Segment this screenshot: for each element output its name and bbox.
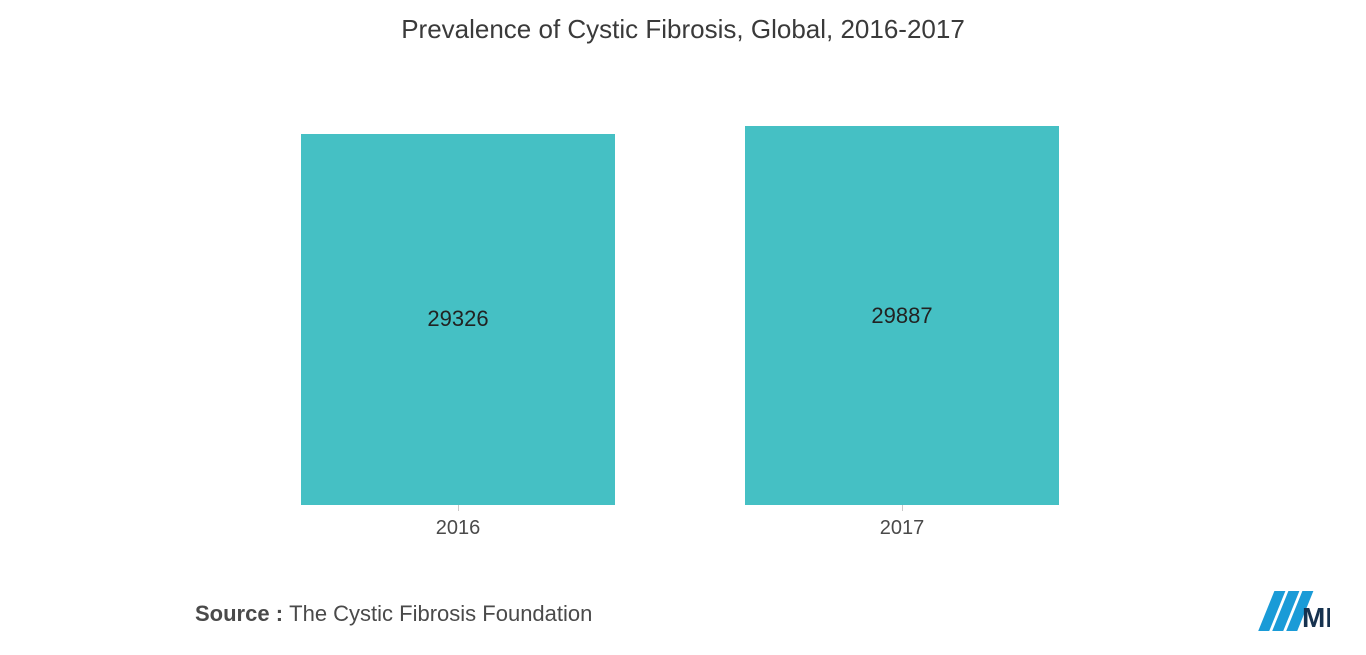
bar-category-label: 2016 [436,517,481,540]
bar-value-label: 29887 [871,303,932,329]
bar-2016: 293262016 [301,134,615,505]
svg-text:MI: MI [1302,602,1330,633]
axis-tick [458,505,459,511]
brand-logo: MI [1256,587,1330,635]
bar-category-label: 2017 [880,517,925,540]
bar-2017: 298872017 [745,126,1059,505]
bar-value-label: 29326 [427,306,488,332]
bars-group: 293262016 298872017 [300,125,1060,505]
plot-area: 293262016 298872017 [300,125,1060,505]
source-value: The Cystic Fibrosis Foundation [289,601,592,626]
chart-title: Prevalence of Cystic Fibrosis, Global, 2… [0,14,1366,45]
chart-container: Prevalence of Cystic Fibrosis, Global, 2… [0,0,1366,655]
mi-logo-icon: MI [1256,587,1330,635]
source-label: Source : [195,601,289,626]
axis-tick [902,505,903,511]
source-line: Source : The Cystic Fibrosis Foundation [195,601,592,627]
